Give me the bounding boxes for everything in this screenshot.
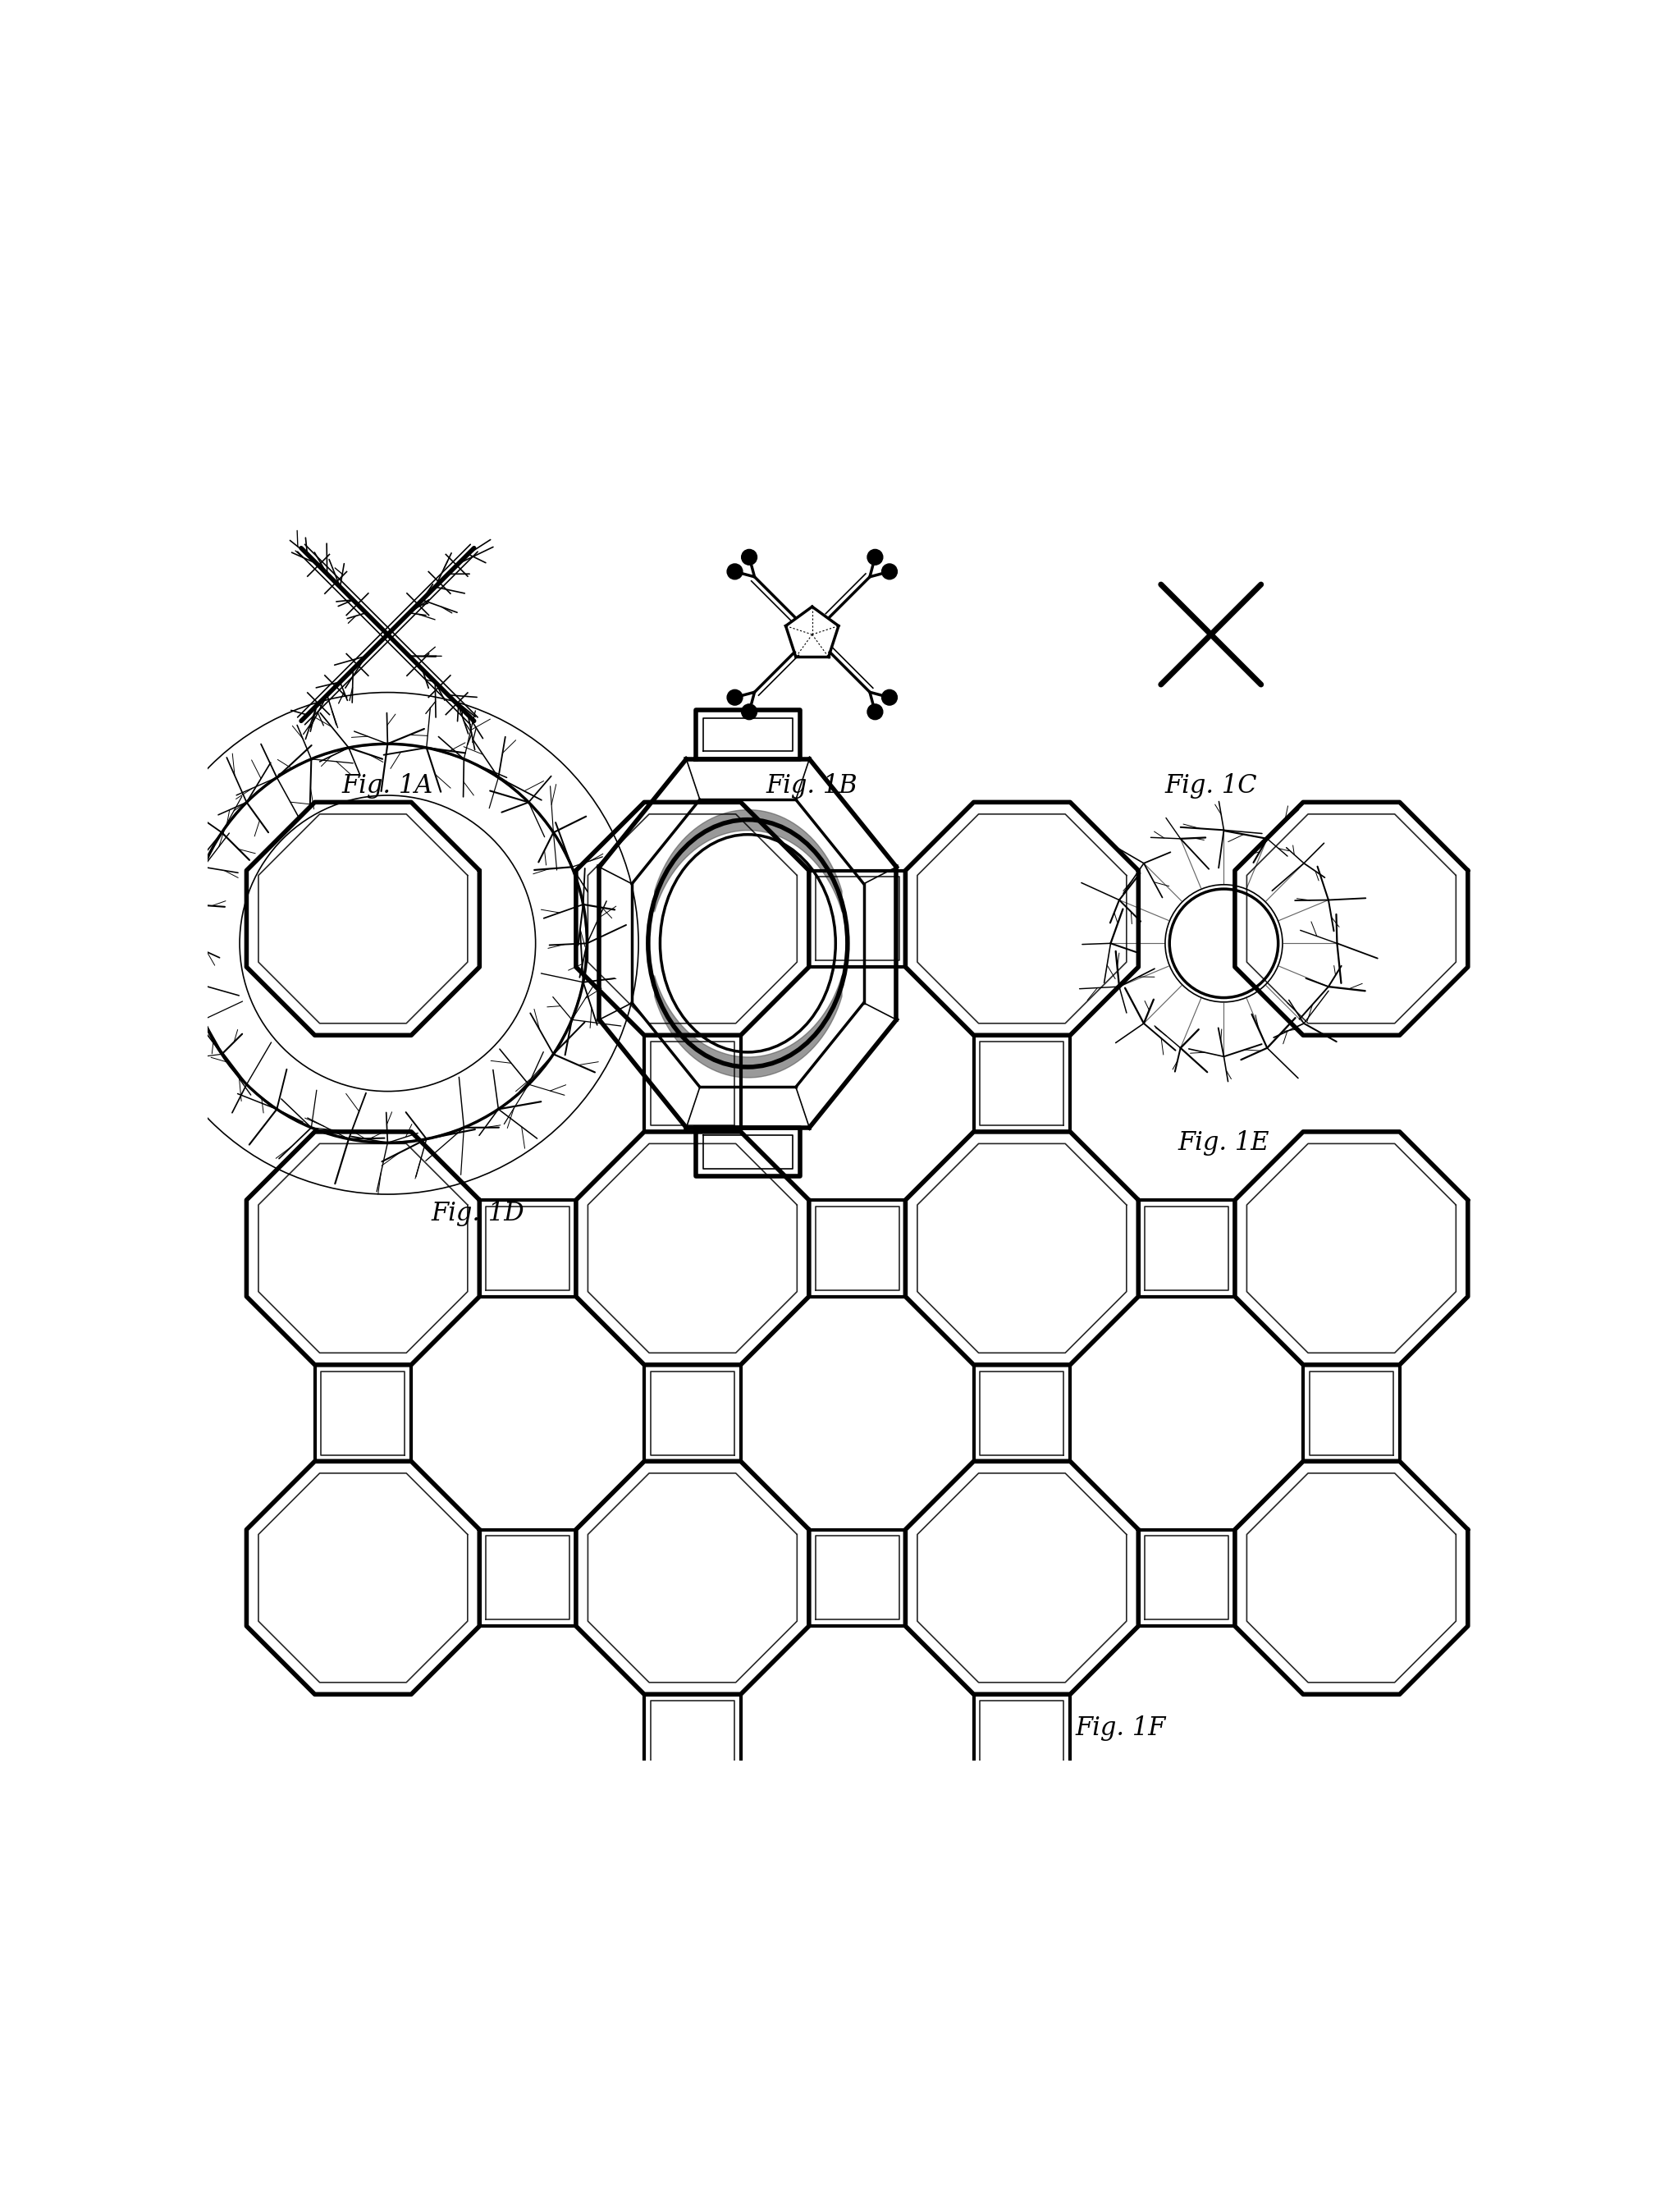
Circle shape: [867, 549, 883, 564]
Circle shape: [881, 564, 896, 580]
Circle shape: [727, 564, 742, 580]
Text: Fig. 1A: Fig. 1A: [342, 774, 433, 799]
Text: Fig. 1D: Fig. 1D: [432, 1201, 525, 1225]
Circle shape: [727, 690, 742, 706]
Text: Fig. 1B: Fig. 1B: [767, 774, 858, 799]
Circle shape: [881, 690, 896, 706]
Text: Fig. 1C: Fig. 1C: [1165, 774, 1257, 799]
Text: Fig. 1F: Fig. 1F: [1076, 1717, 1167, 1741]
Circle shape: [742, 703, 757, 719]
Circle shape: [867, 703, 883, 719]
Text: Fig. 1E: Fig. 1E: [1179, 1130, 1270, 1155]
Circle shape: [742, 549, 757, 564]
